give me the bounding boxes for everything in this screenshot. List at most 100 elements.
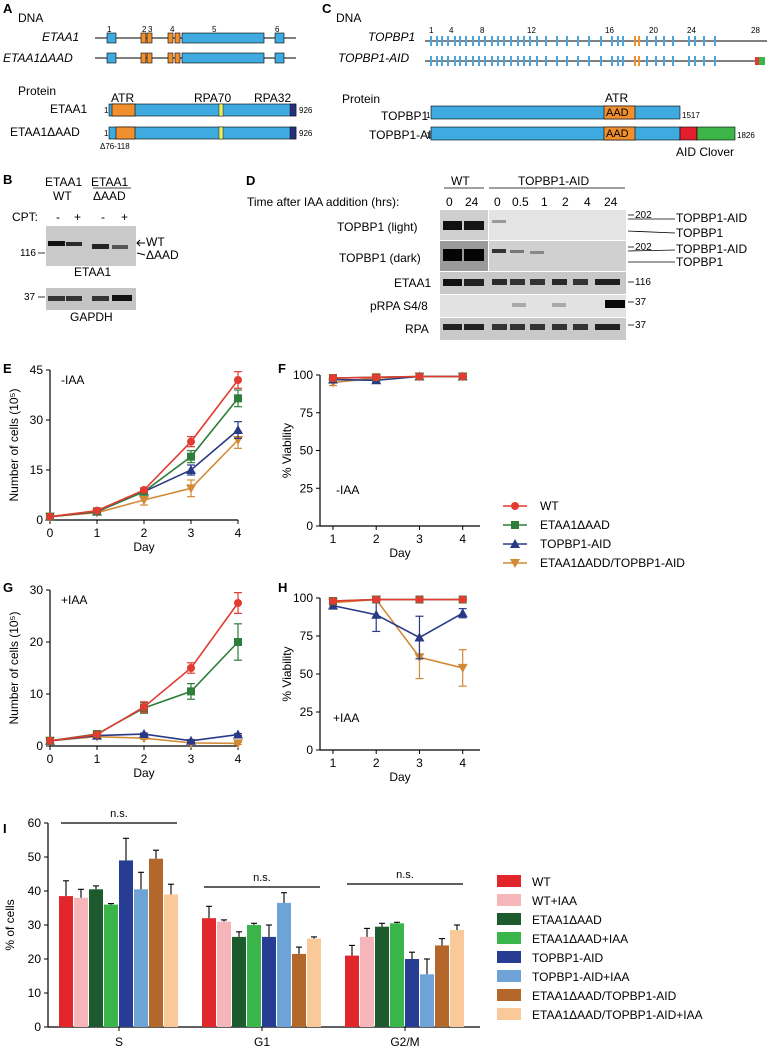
- legend-label: WT+IAA: [532, 894, 577, 908]
- blot-d-topbp1-dark: [440, 241, 626, 271]
- svg-text:1: 1: [426, 111, 431, 120]
- bar: [277, 902, 291, 1027]
- svg-text:116: 116: [635, 277, 651, 288]
- exon-tick: [497, 56, 499, 66]
- legend-marker: [511, 502, 519, 510]
- panel-b-label: B: [3, 172, 12, 187]
- data-point: [234, 638, 242, 646]
- data-point: [233, 729, 243, 739]
- data-point: [187, 437, 195, 446]
- time-points: 0 24 0 0.5 1 2 4 24: [446, 195, 618, 209]
- exon-tick: [655, 56, 657, 66]
- legend-bars: WT WT+IAA ETAA1ΔAAD ETAA1ΔAAD+IAA TOPBP1-AID…: [497, 875, 703, 1022]
- y-tick-label: 30: [28, 918, 42, 932]
- bar: [202, 918, 216, 1027]
- svg-text:-: -: [101, 210, 105, 224]
- y-tick-label: 60: [28, 816, 42, 830]
- exon-tick: [588, 56, 590, 66]
- y-tick-label: 25: [300, 481, 314, 495]
- legend-label: WT: [540, 499, 559, 513]
- bar: [420, 974, 434, 1027]
- series-line: [332, 598, 463, 602]
- x-axis-label: Day: [133, 540, 154, 554]
- panel-d-label: D: [246, 173, 255, 188]
- exon-tick: [611, 36, 613, 46]
- x-tick-label: 3: [416, 756, 423, 770]
- y-tick-label: 20: [28, 952, 42, 966]
- panel-f-label: F: [278, 361, 286, 376]
- exon-tick: [714, 36, 716, 46]
- bar: [104, 904, 118, 1027]
- aid-clover-label: AID Clover: [676, 145, 734, 159]
- exon-tick: [545, 36, 547, 46]
- svg-text:116: 116: [20, 248, 36, 259]
- exon-tick: [694, 56, 696, 66]
- y-tick-label: 50: [28, 850, 42, 864]
- panel-h-condition: +IAA: [333, 711, 359, 725]
- bar: [307, 938, 321, 1027]
- svg-text:WT: WT: [451, 174, 470, 188]
- x-tick-label: 1: [94, 752, 101, 766]
- svg-text:24: 24: [465, 195, 479, 209]
- protein-etaa1-daad-label: ETAA1ΔAAD: [10, 125, 80, 139]
- exon-tick: [503, 56, 505, 66]
- arrow-daad-label: ΔAAD: [146, 248, 179, 262]
- bar: [292, 953, 306, 1027]
- svg-text:GAPDH: GAPDH: [70, 310, 113, 324]
- y-tick-label: 75: [300, 406, 314, 420]
- svg-text:2: 2: [142, 25, 147, 34]
- svg-text:pRPA S4/8: pRPA S4/8: [370, 299, 428, 313]
- exon-tick: [510, 56, 512, 66]
- y-axis-label: % Viability: [280, 423, 294, 478]
- svg-text:TOPBP1-AID: TOPBP1-AID: [518, 174, 589, 188]
- bar: [232, 936, 246, 1027]
- exon-tick: [703, 36, 705, 46]
- data-point: [187, 452, 195, 461]
- exon-tick: [517, 36, 519, 46]
- blot-d-etaa1: [440, 272, 626, 294]
- exon-tick: [634, 36, 636, 46]
- y-tick-label: 15: [30, 463, 44, 477]
- exon-tick: [430, 56, 432, 66]
- exon-tick: [672, 56, 674, 66]
- gene-map-topbp1: [425, 36, 767, 46]
- legend-swatch: [497, 970, 521, 982]
- svg-text:TOPBP1: TOPBP1: [676, 226, 723, 240]
- svg-text:TOPBP1 (dark): TOPBP1 (dark): [339, 251, 421, 265]
- arrow-wt-label: WT: [146, 235, 165, 249]
- exon-tick: [638, 56, 640, 66]
- panel-c-label: C: [322, 1, 332, 16]
- x-axis-label: Day: [389, 546, 410, 560]
- legend-label: ETAA1ΔAAD: [540, 518, 610, 532]
- y-tick-label: 20: [30, 635, 44, 649]
- svg-text:RPA: RPA: [405, 322, 429, 336]
- svg-text:ATR: ATR: [605, 91, 628, 105]
- svg-text:4: 4: [170, 25, 175, 34]
- data-point: [234, 376, 242, 384]
- x-tick-label: 1: [330, 756, 337, 770]
- bar: [435, 945, 449, 1027]
- y-tick-label: 10: [30, 687, 44, 701]
- blot-d-prpa: [440, 295, 626, 317]
- exon-tick: [622, 36, 624, 46]
- data-point: [186, 735, 196, 745]
- data-point: [233, 425, 243, 434]
- svg-text:ETAA1: ETAA1: [74, 265, 111, 279]
- blot-b-gapdh: [46, 288, 136, 310]
- legend-label: ETAA1ΔAAD/TOPBP1-AID+IAA: [532, 1008, 703, 1022]
- topbp1-exon-numbers: 1 4 8 12 16 20 24 28: [429, 26, 760, 35]
- exon-tick: [714, 56, 716, 66]
- exon-tick: [510, 36, 512, 46]
- y-tick-label: 10: [28, 986, 42, 1000]
- protein-bar-etaa1-daad: [108, 126, 297, 140]
- exon-tick: [459, 36, 461, 46]
- svg-text:DNA: DNA: [336, 11, 361, 25]
- exon-tick: [454, 36, 456, 46]
- svg-text:1826: 1826: [737, 131, 755, 140]
- x-tick-label: G2/M: [390, 1035, 419, 1049]
- exon-tick: [556, 36, 558, 46]
- data-point: [233, 739, 243, 749]
- svg-text:28: 28: [751, 26, 760, 35]
- svg-text:AAD: AAD: [606, 107, 629, 119]
- legend-label: ETAA1ΔAAD: [532, 913, 602, 927]
